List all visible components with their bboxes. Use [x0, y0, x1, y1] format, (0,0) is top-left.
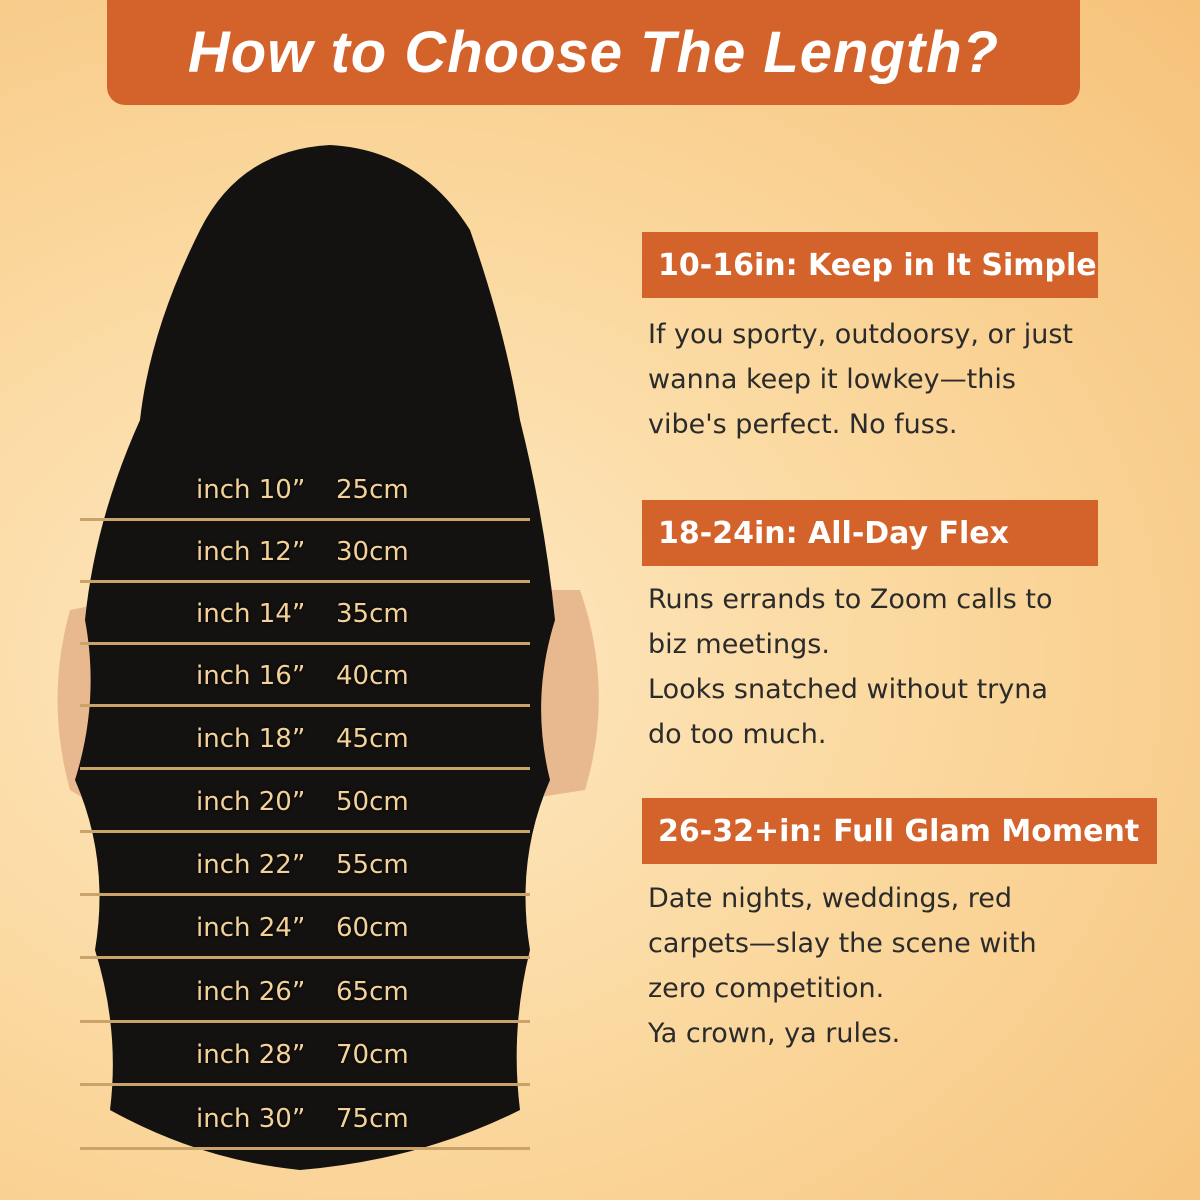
title-banner: How to Choose The Length? [107, 0, 1080, 105]
section-heading-short: 10-16in: Keep in It Simple [642, 232, 1098, 298]
length-label: inch 24” 60cm [196, 913, 526, 943]
length-cm: 30cm [336, 537, 409, 567]
length-inches: inch 14” [196, 599, 306, 629]
body-line: vibe's perfect. No fuss. [648, 409, 958, 440]
body-line: zero competition. [648, 973, 885, 1004]
length-label: inch 14” 35cm [196, 599, 526, 629]
length-label: inch 10” 25cm [196, 475, 526, 505]
length-inches: inch 20” [196, 787, 306, 817]
length-label: inch 22” 55cm [196, 850, 526, 880]
page-title: How to Choose The Length? [187, 20, 1000, 85]
length-cm: 55cm [336, 850, 409, 880]
length-inches: inch 24” [196, 913, 306, 943]
wig-hair [75, 145, 555, 1170]
length-inches: inch 28” [196, 1040, 306, 1070]
length-cm: 65cm [336, 977, 409, 1007]
length-inches: inch 16” [196, 661, 306, 691]
length-inches: inch 30” [196, 1104, 306, 1134]
length-cm: 50cm [336, 787, 409, 817]
length-divider-line [80, 518, 530, 521]
section-body-long: Date nights, weddings, red carpets—slay … [648, 876, 1148, 1056]
body-line: Runs errands to Zoom calls to [648, 584, 1053, 615]
length-inches: inch 18” [196, 724, 306, 754]
section-heading-medium: 18-24in: All-Day Flex [642, 500, 1098, 566]
length-inches: inch 26” [196, 977, 306, 1007]
body-line: Looks snatched without tryna [648, 674, 1048, 705]
length-label: inch 20” 50cm [196, 787, 526, 817]
length-divider-line [80, 642, 530, 645]
length-cm: 40cm [336, 661, 409, 691]
length-cm: 75cm [336, 1104, 409, 1134]
body-line: If you sporty, outdoorsy, or just [648, 319, 1073, 350]
length-label: inch 18” 45cm [196, 724, 526, 754]
length-divider-line [80, 830, 530, 833]
length-divider-line [80, 956, 530, 959]
length-inches: inch 22” [196, 850, 306, 880]
length-label: inch 28” 70cm [196, 1040, 526, 1070]
length-label: inch 30” 75cm [196, 1104, 526, 1134]
body-line: wanna keep it lowkey—this [648, 364, 1016, 395]
length-cm: 25cm [336, 475, 409, 505]
length-cm: 70cm [336, 1040, 409, 1070]
length-label: inch 12” 30cm [196, 537, 526, 567]
section-body-medium: Runs errands to Zoom calls to biz meetin… [648, 577, 1148, 757]
length-divider-line [80, 1147, 530, 1150]
length-label: inch 26” 65cm [196, 977, 526, 1007]
length-divider-line [80, 1083, 530, 1086]
length-cm: 35cm [336, 599, 409, 629]
body-line: Ya crown, ya rules. [648, 1018, 901, 1049]
length-inches: inch 12” [196, 537, 306, 567]
section-body-short: If you sporty, outdoorsy, or just wanna … [648, 312, 1148, 447]
section-heading-long: 26-32+in: Full Glam Moment [642, 798, 1157, 864]
length-divider-line [80, 580, 530, 583]
body-line: biz meetings. [648, 629, 830, 660]
body-line: carpets—slay the scene with [648, 928, 1037, 959]
length-divider-line [80, 704, 530, 707]
length-divider-line [80, 1020, 530, 1023]
length-cm: 60cm [336, 913, 409, 943]
body-line: Date nights, weddings, red [648, 883, 1013, 914]
length-inches: inch 10” [196, 475, 306, 505]
length-cm: 45cm [336, 724, 409, 754]
body-line: do too much. [648, 719, 827, 750]
length-divider-line [80, 767, 530, 770]
length-divider-line [80, 893, 530, 896]
length-label: inch 16” 40cm [196, 661, 526, 691]
